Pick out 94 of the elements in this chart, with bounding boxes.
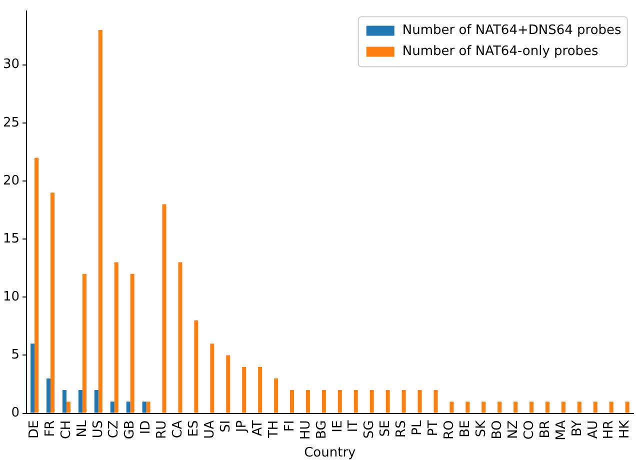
bar bbox=[66, 402, 70, 413]
y-tick-label: 15 bbox=[2, 231, 20, 246]
x-tick-label: GB bbox=[122, 420, 138, 440]
bar bbox=[593, 402, 598, 413]
x-tick-label: PL bbox=[410, 420, 426, 436]
x-tick-label: SK bbox=[474, 420, 489, 438]
bar bbox=[34, 158, 39, 413]
x-tick-label: CH bbox=[58, 420, 74, 440]
bar bbox=[418, 390, 422, 413]
x-tick-label: BG bbox=[314, 420, 330, 440]
x-tick-label: RU bbox=[154, 420, 170, 439]
bar bbox=[274, 378, 278, 413]
bar bbox=[354, 390, 358, 413]
bar bbox=[514, 402, 518, 413]
x-tick-label: ES bbox=[186, 420, 202, 437]
bar bbox=[178, 262, 182, 413]
bar bbox=[402, 390, 406, 413]
bar bbox=[258, 366, 262, 413]
y-tick-label: 25 bbox=[2, 115, 20, 130]
x-tick-label: DE bbox=[26, 420, 42, 439]
x-tick-label: HU bbox=[298, 420, 314, 440]
legend-label: Number of NAT64-only probes bbox=[402, 44, 599, 60]
bar bbox=[226, 355, 230, 413]
bar bbox=[110, 402, 114, 413]
x-tick-label: AU bbox=[586, 420, 601, 439]
x-tick-label: IT bbox=[346, 420, 362, 432]
bar bbox=[322, 390, 326, 413]
x-tick-label: NL bbox=[74, 420, 90, 438]
bar bbox=[625, 402, 630, 413]
x-tick-label: BY bbox=[570, 420, 585, 436]
x-tick-label: UA bbox=[202, 420, 218, 439]
bar bbox=[577, 402, 582, 413]
bar bbox=[466, 402, 470, 413]
y-tick-label: 0 bbox=[11, 406, 20, 421]
x-tick-label: SG bbox=[362, 420, 378, 439]
bar bbox=[561, 402, 566, 413]
x-axis-title: Country bbox=[304, 446, 356, 461]
bar bbox=[142, 402, 146, 413]
x-tick-label: ID bbox=[138, 420, 154, 434]
x-tick-label: FI bbox=[282, 420, 298, 432]
x-tick-label: US bbox=[90, 420, 106, 438]
x-tick-label: PT bbox=[426, 420, 442, 436]
bar bbox=[306, 390, 310, 413]
legend-label: Number of NAT64+DNS64 probes bbox=[402, 23, 622, 38]
bar bbox=[82, 274, 86, 413]
bar bbox=[62, 390, 66, 413]
x-tick-label: SI bbox=[218, 420, 234, 432]
bar bbox=[242, 366, 246, 413]
bar bbox=[370, 390, 374, 413]
x-tick-label: CA bbox=[170, 420, 186, 438]
bar bbox=[450, 402, 454, 413]
x-tick-label: JP bbox=[234, 420, 250, 433]
bar bbox=[114, 262, 118, 413]
x-tick-label: NZ bbox=[506, 420, 521, 439]
x-tick-label: HK bbox=[618, 420, 633, 439]
bar bbox=[530, 402, 534, 413]
x-tick-label: FR bbox=[42, 420, 58, 437]
bar bbox=[386, 390, 390, 413]
x-tick-label: BR bbox=[538, 420, 553, 438]
y-tick-label: 20 bbox=[2, 173, 20, 188]
x-tick-label: MA bbox=[554, 420, 569, 440]
x-tick-label: IE bbox=[330, 420, 346, 432]
bar bbox=[78, 390, 82, 413]
x-tick-label: SE bbox=[378, 420, 394, 437]
bar bbox=[50, 192, 54, 413]
x-tick-label: CO bbox=[522, 420, 537, 440]
bar bbox=[545, 402, 550, 413]
bar bbox=[126, 402, 130, 413]
bar bbox=[482, 402, 486, 413]
bar bbox=[98, 30, 102, 413]
bar bbox=[434, 390, 438, 413]
y-tick-label: 10 bbox=[2, 290, 20, 305]
bar bbox=[498, 402, 502, 413]
x-tick-label: HR bbox=[602, 420, 617, 440]
x-tick-label: CZ bbox=[106, 420, 122, 438]
bar bbox=[30, 344, 35, 413]
bar bbox=[210, 344, 214, 413]
bar bbox=[46, 378, 50, 413]
x-tick-label: AT bbox=[250, 420, 266, 436]
bar bbox=[290, 390, 294, 413]
bar bbox=[338, 390, 342, 413]
x-tick-label: RO bbox=[442, 420, 458, 440]
bar bbox=[609, 402, 614, 413]
y-tick-label: 5 bbox=[11, 348, 20, 363]
x-tick-label: TH bbox=[266, 420, 282, 440]
x-tick-label: RS bbox=[394, 420, 410, 438]
bar bbox=[130, 274, 134, 413]
x-tick-label: BO bbox=[490, 420, 505, 440]
bar bbox=[146, 402, 150, 413]
bar bbox=[162, 204, 166, 413]
x-tick-label: BE bbox=[458, 420, 474, 438]
bar bbox=[194, 320, 198, 413]
y-tick-label: 30 bbox=[2, 57, 20, 72]
bar bbox=[94, 390, 98, 413]
